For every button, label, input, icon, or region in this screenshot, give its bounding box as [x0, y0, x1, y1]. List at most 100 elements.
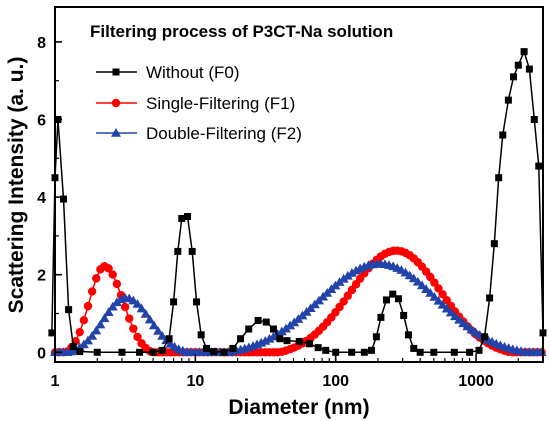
data-point — [132, 299, 143, 308]
data-point — [91, 325, 102, 335]
data-point — [262, 318, 270, 326]
data-point — [193, 298, 201, 306]
data-point — [245, 325, 253, 333]
data-point — [87, 287, 97, 296]
data-point — [530, 116, 538, 124]
data-point — [170, 298, 178, 306]
data-point — [404, 331, 412, 339]
data-point — [417, 280, 428, 290]
data-point — [104, 264, 113, 273]
data-point — [332, 348, 340, 356]
data-point — [144, 314, 155, 324]
data-point — [111, 98, 121, 108]
data-point — [389, 290, 397, 298]
data-point — [475, 346, 483, 354]
data-point — [254, 316, 262, 324]
chart-title: Filtering process of P3CT-Na solution — [90, 22, 393, 41]
data-point — [499, 131, 507, 139]
data-point — [372, 333, 380, 341]
x-tick-label: 1 — [51, 373, 60, 390]
y-tick-label: 0 — [37, 345, 46, 362]
series-0 — [48, 48, 547, 356]
data-point — [314, 344, 322, 352]
x-axis-label: Diameter (nm) — [228, 396, 369, 419]
data-point — [346, 268, 357, 277]
data-point — [108, 270, 117, 279]
data-point — [276, 335, 284, 343]
data-point — [525, 65, 533, 73]
data-point — [220, 348, 228, 356]
data-point — [83, 301, 93, 311]
legend-item: Single-Filtering (F1) — [96, 94, 295, 113]
data-point — [322, 346, 330, 354]
data-point — [430, 348, 438, 356]
y-tick-label: 8 — [37, 35, 46, 52]
data-point — [148, 320, 159, 330]
data-point — [495, 174, 503, 182]
data-point — [112, 68, 120, 76]
data-point — [153, 325, 164, 335]
data-point — [360, 348, 368, 356]
series-2 — [50, 258, 547, 357]
data-point — [438, 290, 447, 299]
data-point — [342, 270, 353, 280]
data-point — [466, 348, 474, 356]
data-point — [429, 291, 440, 301]
data-point — [348, 348, 356, 356]
data-point — [377, 313, 385, 321]
legend-label: Single-Filtering (F1) — [146, 94, 295, 113]
data-point — [430, 278, 439, 287]
data-point — [490, 240, 498, 248]
tick-labels: 1 10 100 1000 0 2 4 6 8 — [37, 35, 494, 390]
data-point — [433, 295, 444, 305]
data-point — [65, 306, 73, 314]
data-point — [125, 314, 134, 323]
legend-label: Double-Filtering (F2) — [146, 124, 302, 143]
legend-item: Without (F0) — [96, 63, 240, 82]
data-point — [295, 337, 303, 345]
x-tick-label: 1000 — [458, 373, 494, 390]
data-point — [276, 326, 287, 336]
plot-frame — [54, 6, 544, 363]
data-point — [188, 247, 196, 255]
data-point — [76, 348, 84, 356]
data-point — [149, 348, 157, 356]
data-point — [416, 348, 424, 356]
data-point — [283, 337, 291, 345]
data-point — [82, 335, 93, 345]
data-point — [450, 348, 458, 356]
data-point — [133, 332, 142, 342]
data-point — [382, 296, 390, 304]
data-point — [165, 335, 173, 343]
data-point — [202, 344, 210, 352]
data-point — [184, 213, 192, 221]
data-point — [486, 294, 494, 302]
data-point — [140, 308, 151, 318]
legend: Without (F0) Single-Filtering (F1) Double-… — [96, 63, 302, 143]
legend-label: Without (F0) — [146, 63, 240, 82]
data-point — [536, 347, 547, 357]
data-point — [535, 162, 543, 170]
data-point — [197, 331, 205, 339]
data-point — [158, 346, 166, 354]
data-point — [174, 247, 182, 255]
data-point — [157, 330, 168, 340]
data-point — [520, 48, 528, 56]
data-point — [48, 329, 56, 337]
data-point — [514, 61, 522, 69]
data-point — [237, 335, 245, 343]
data-point — [368, 346, 376, 354]
y-axis-label: Scattering Intensity (a. u.) — [5, 57, 28, 314]
data-point — [305, 340, 313, 348]
ticks-layer — [54, 41, 544, 362]
data-point — [69, 342, 77, 350]
data-point — [99, 313, 110, 323]
data-point — [264, 333, 275, 343]
data-point — [481, 333, 489, 341]
data-point — [437, 299, 448, 309]
series-layer — [48, 48, 547, 357]
data-point — [441, 303, 452, 313]
data-point — [112, 279, 122, 289]
data-point — [410, 344, 418, 352]
